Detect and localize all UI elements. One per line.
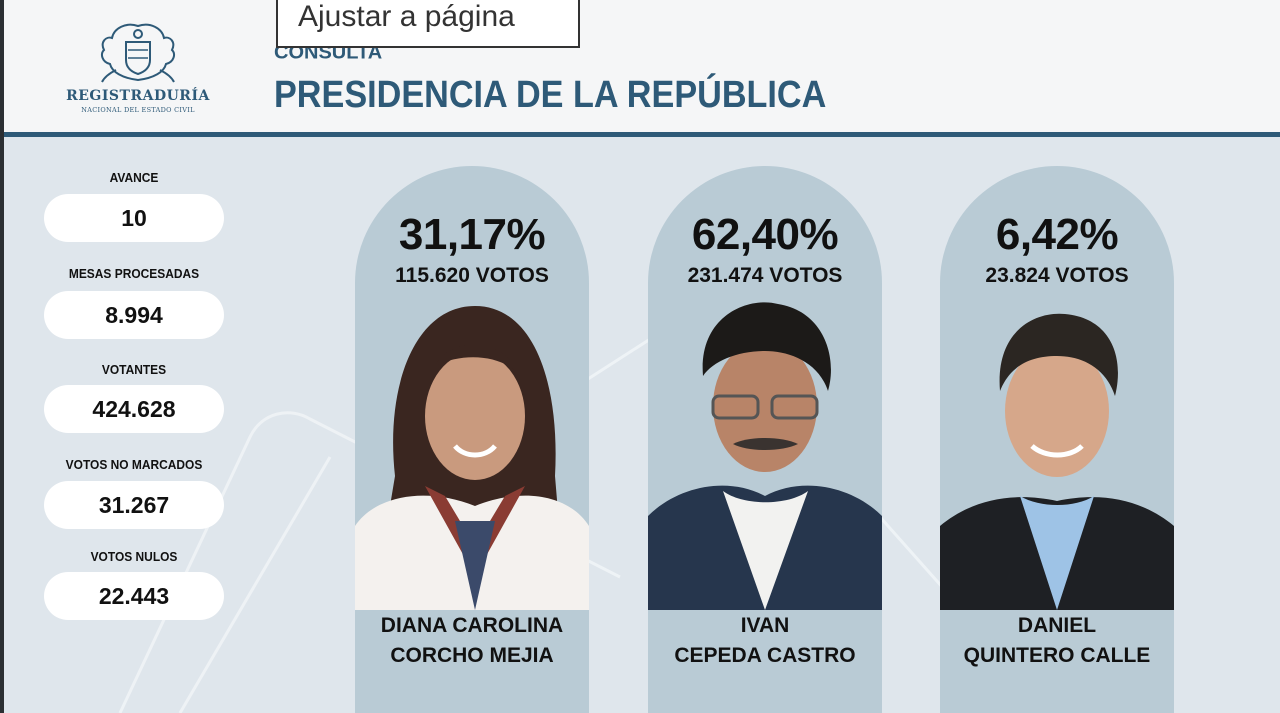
candidate-votes: 231.474 VOTOS — [687, 264, 843, 287]
candidate-name-line1: DANIEL — [1017, 614, 1097, 637]
window-left-edge — [0, 0, 4, 713]
candidate-name-line2: CEPEDA CASTRO — [674, 644, 856, 667]
candidate-card-corcho: 31,17% 115.620 VOTOS DIANA CAROLINA CORC… — [355, 166, 589, 713]
header: REGISTRADURÍA NACIONAL DEL ESTADO CIVIL … — [4, 0, 1280, 132]
page-title: PRESIDENCIA DE LA REPÚBLICA — [274, 74, 827, 116]
stat-value-avance: 10 — [44, 194, 224, 242]
candidate-votes: 23.824 VOTOS — [985, 264, 1129, 287]
fit-to-page-tooltip: Ajustar a página — [276, 0, 580, 48]
candidate-name-line1: DIANA CAROLINA — [380, 614, 564, 637]
candidate-name-line2: CORCHO MEJIA — [390, 644, 554, 667]
candidate-percent: 31,17% — [398, 210, 546, 259]
candidate-photo — [355, 306, 589, 610]
stat-label-nulos: VOTOS NULOS — [90, 549, 178, 564]
candidate-percent: 62,40% — [691, 210, 839, 259]
header-divider — [4, 132, 1280, 137]
stat-value-no-marcados: 31.267 — [44, 481, 224, 529]
candidate-name-line2: QUINTERO CALLE — [963, 644, 1151, 667]
candidate-name-line1: IVAN — [740, 614, 790, 637]
candidate-percent: 6,42% — [995, 210, 1119, 259]
org-name: REGISTRADURÍA — [66, 88, 210, 104]
stat-value-mesas: 8.994 — [44, 291, 224, 339]
stat-value-votantes: 424.628 — [44, 385, 224, 433]
stat-label-no-marcados: VOTOS NO MARCADOS — [65, 457, 203, 472]
stat-label-avance: AVANCE — [109, 170, 159, 185]
candidate-card-quintero: 6,42% 23.824 VOTOS DANIEL QUINTERO CALLE — [940, 166, 1174, 713]
stat-label-mesas: MESAS PROCESADAS — [68, 266, 200, 281]
stat-value-nulos: 22.443 — [44, 572, 224, 620]
candidate-photo — [648, 302, 882, 610]
coat-of-arms-icon — [101, 23, 175, 83]
org-subtitle: NACIONAL DEL ESTADO CIVIL — [81, 106, 195, 114]
stat-label-votantes: VOTANTES — [101, 362, 167, 377]
registraduria-logo: REGISTRADURÍA NACIONAL DEL ESTADO CIVIL — [56, 20, 220, 116]
candidate-card-cepeda: 62,40% 231.474 VOTOS IVAN CEPEDA CASTRO — [648, 166, 882, 713]
candidate-votes: 115.620 VOTOS — [395, 264, 549, 287]
candidate-photo — [940, 313, 1174, 610]
